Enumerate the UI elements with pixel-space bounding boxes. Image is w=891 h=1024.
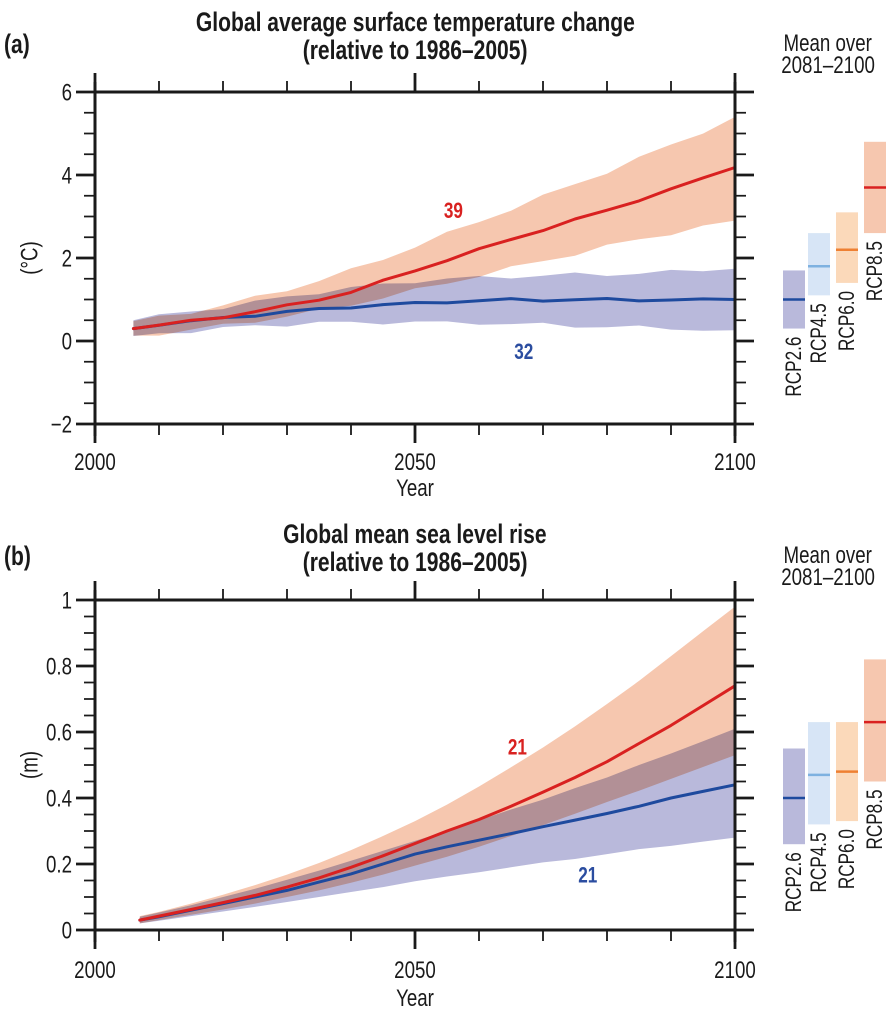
rcp85-bar-label: RCP8.5 xyxy=(863,789,888,849)
panel-a-label: (a) xyxy=(4,31,37,58)
y-axis-label: (°C) xyxy=(16,241,43,274)
rcp26-bar-label: RCP2.6 xyxy=(782,852,807,912)
minor-ticks xyxy=(84,81,746,435)
y-tick-label: 4 xyxy=(62,162,72,189)
rcp85-model-count: 21 xyxy=(508,736,527,761)
major-ticks xyxy=(76,73,754,443)
rcp60-range-bar xyxy=(836,212,858,283)
rcp85-bar-label: RCP8.5 xyxy=(863,241,888,301)
axis-spines xyxy=(93,590,737,942)
panel-a-title-line2: (relative to 1986–2005) xyxy=(95,37,735,64)
minor-ticks xyxy=(84,589,746,941)
rcp60-bar-label: RCP6.0 xyxy=(835,291,860,351)
major-ticks xyxy=(76,581,754,949)
y-axis-label: (m) xyxy=(16,751,43,779)
y-tick-label: 2 xyxy=(62,245,72,272)
panel-a-sidebar-heading-line2: 2081–2100 xyxy=(765,54,891,78)
panel-b-sidebar-heading-line2: 2081–2100 xyxy=(765,566,891,590)
rcp85-mean-line xyxy=(131,166,737,331)
y-tick-label: 0.4 xyxy=(46,785,72,812)
y-tick-label: 0.2 xyxy=(46,851,72,878)
y-tick-label: 0 xyxy=(62,328,72,355)
panel-a-sidebar-heading-line1: Mean over xyxy=(765,32,891,56)
panel-b-title-line2-text: (relative to 1986–2005) xyxy=(302,547,528,577)
panel-b-sidebar-heading-line1: Mean over xyxy=(765,544,891,568)
rcp85-uncertainty-band xyxy=(133,116,735,336)
panel-b-title-line2: (relative to 1986–2005) xyxy=(95,549,735,576)
rcp26-bar-label: RCP2.6 xyxy=(782,337,807,397)
rcp26-model-count: 21 xyxy=(578,863,597,888)
rcp26-model-count: 32 xyxy=(514,340,533,365)
x-axis-label: Year xyxy=(396,475,434,502)
rcp85-mean-line xyxy=(138,684,737,922)
x-tick-label: 2100 xyxy=(714,957,756,984)
x-tick-label: 2000 xyxy=(74,449,116,476)
y-tick-label: 0 xyxy=(62,917,72,944)
y-tick-label: −2 xyxy=(51,411,72,438)
panel-a-title-line2-text: (relative to 1986–2005) xyxy=(302,35,528,65)
x-tick-label: 2100 xyxy=(714,449,756,476)
panel-b-label-text: (b) xyxy=(4,541,31,571)
x-tick-label: 2050 xyxy=(394,449,436,476)
rcp60-bar-label: RCP6.0 xyxy=(835,829,860,889)
rcp26-range-bar xyxy=(783,748,805,845)
x-tick-label: 2000 xyxy=(74,957,116,984)
x-tick-label: 2050 xyxy=(394,957,436,984)
panel-a-sidebar-heading-line2-text: 2081–2100 xyxy=(781,52,875,79)
panel-b-sidebar-heading-line1-text: Mean over xyxy=(783,542,873,569)
rcp45-bar-label: RCP4.5 xyxy=(807,303,832,363)
panel-a-title-line1: Global average surface temperature chang… xyxy=(95,9,735,36)
panel-a-label-text: (a) xyxy=(4,29,30,59)
x-axis-label: Year xyxy=(396,985,434,1012)
rcp85-range-bar xyxy=(864,659,886,782)
rcp45-range-bar xyxy=(808,722,830,825)
panel-b-sidebar-heading-line2-text: 2081–2100 xyxy=(781,564,875,591)
y-tick-label: 1 xyxy=(62,587,72,614)
rcp85-model-count: 39 xyxy=(444,199,463,224)
panel-a-sidebar-heading-line1-text: Mean over xyxy=(783,30,873,57)
rcp85-uncertainty-band xyxy=(139,606,736,924)
y-tick-label: 6 xyxy=(62,79,72,106)
y-tick-label: 0.8 xyxy=(46,653,72,680)
panel-b-title-line1: Global mean sea level rise xyxy=(95,521,735,548)
y-tick-label: 0.6 xyxy=(46,719,72,746)
panel-b-title-line1-text: Global mean sea level rise xyxy=(283,519,547,549)
rcp45-range-bar xyxy=(808,233,830,296)
rcp45-bar-label: RCP4.5 xyxy=(807,832,832,892)
panel-b-label: (b) xyxy=(4,543,38,570)
panel-a-title-line1-text: Global average surface temperature chang… xyxy=(195,7,635,37)
